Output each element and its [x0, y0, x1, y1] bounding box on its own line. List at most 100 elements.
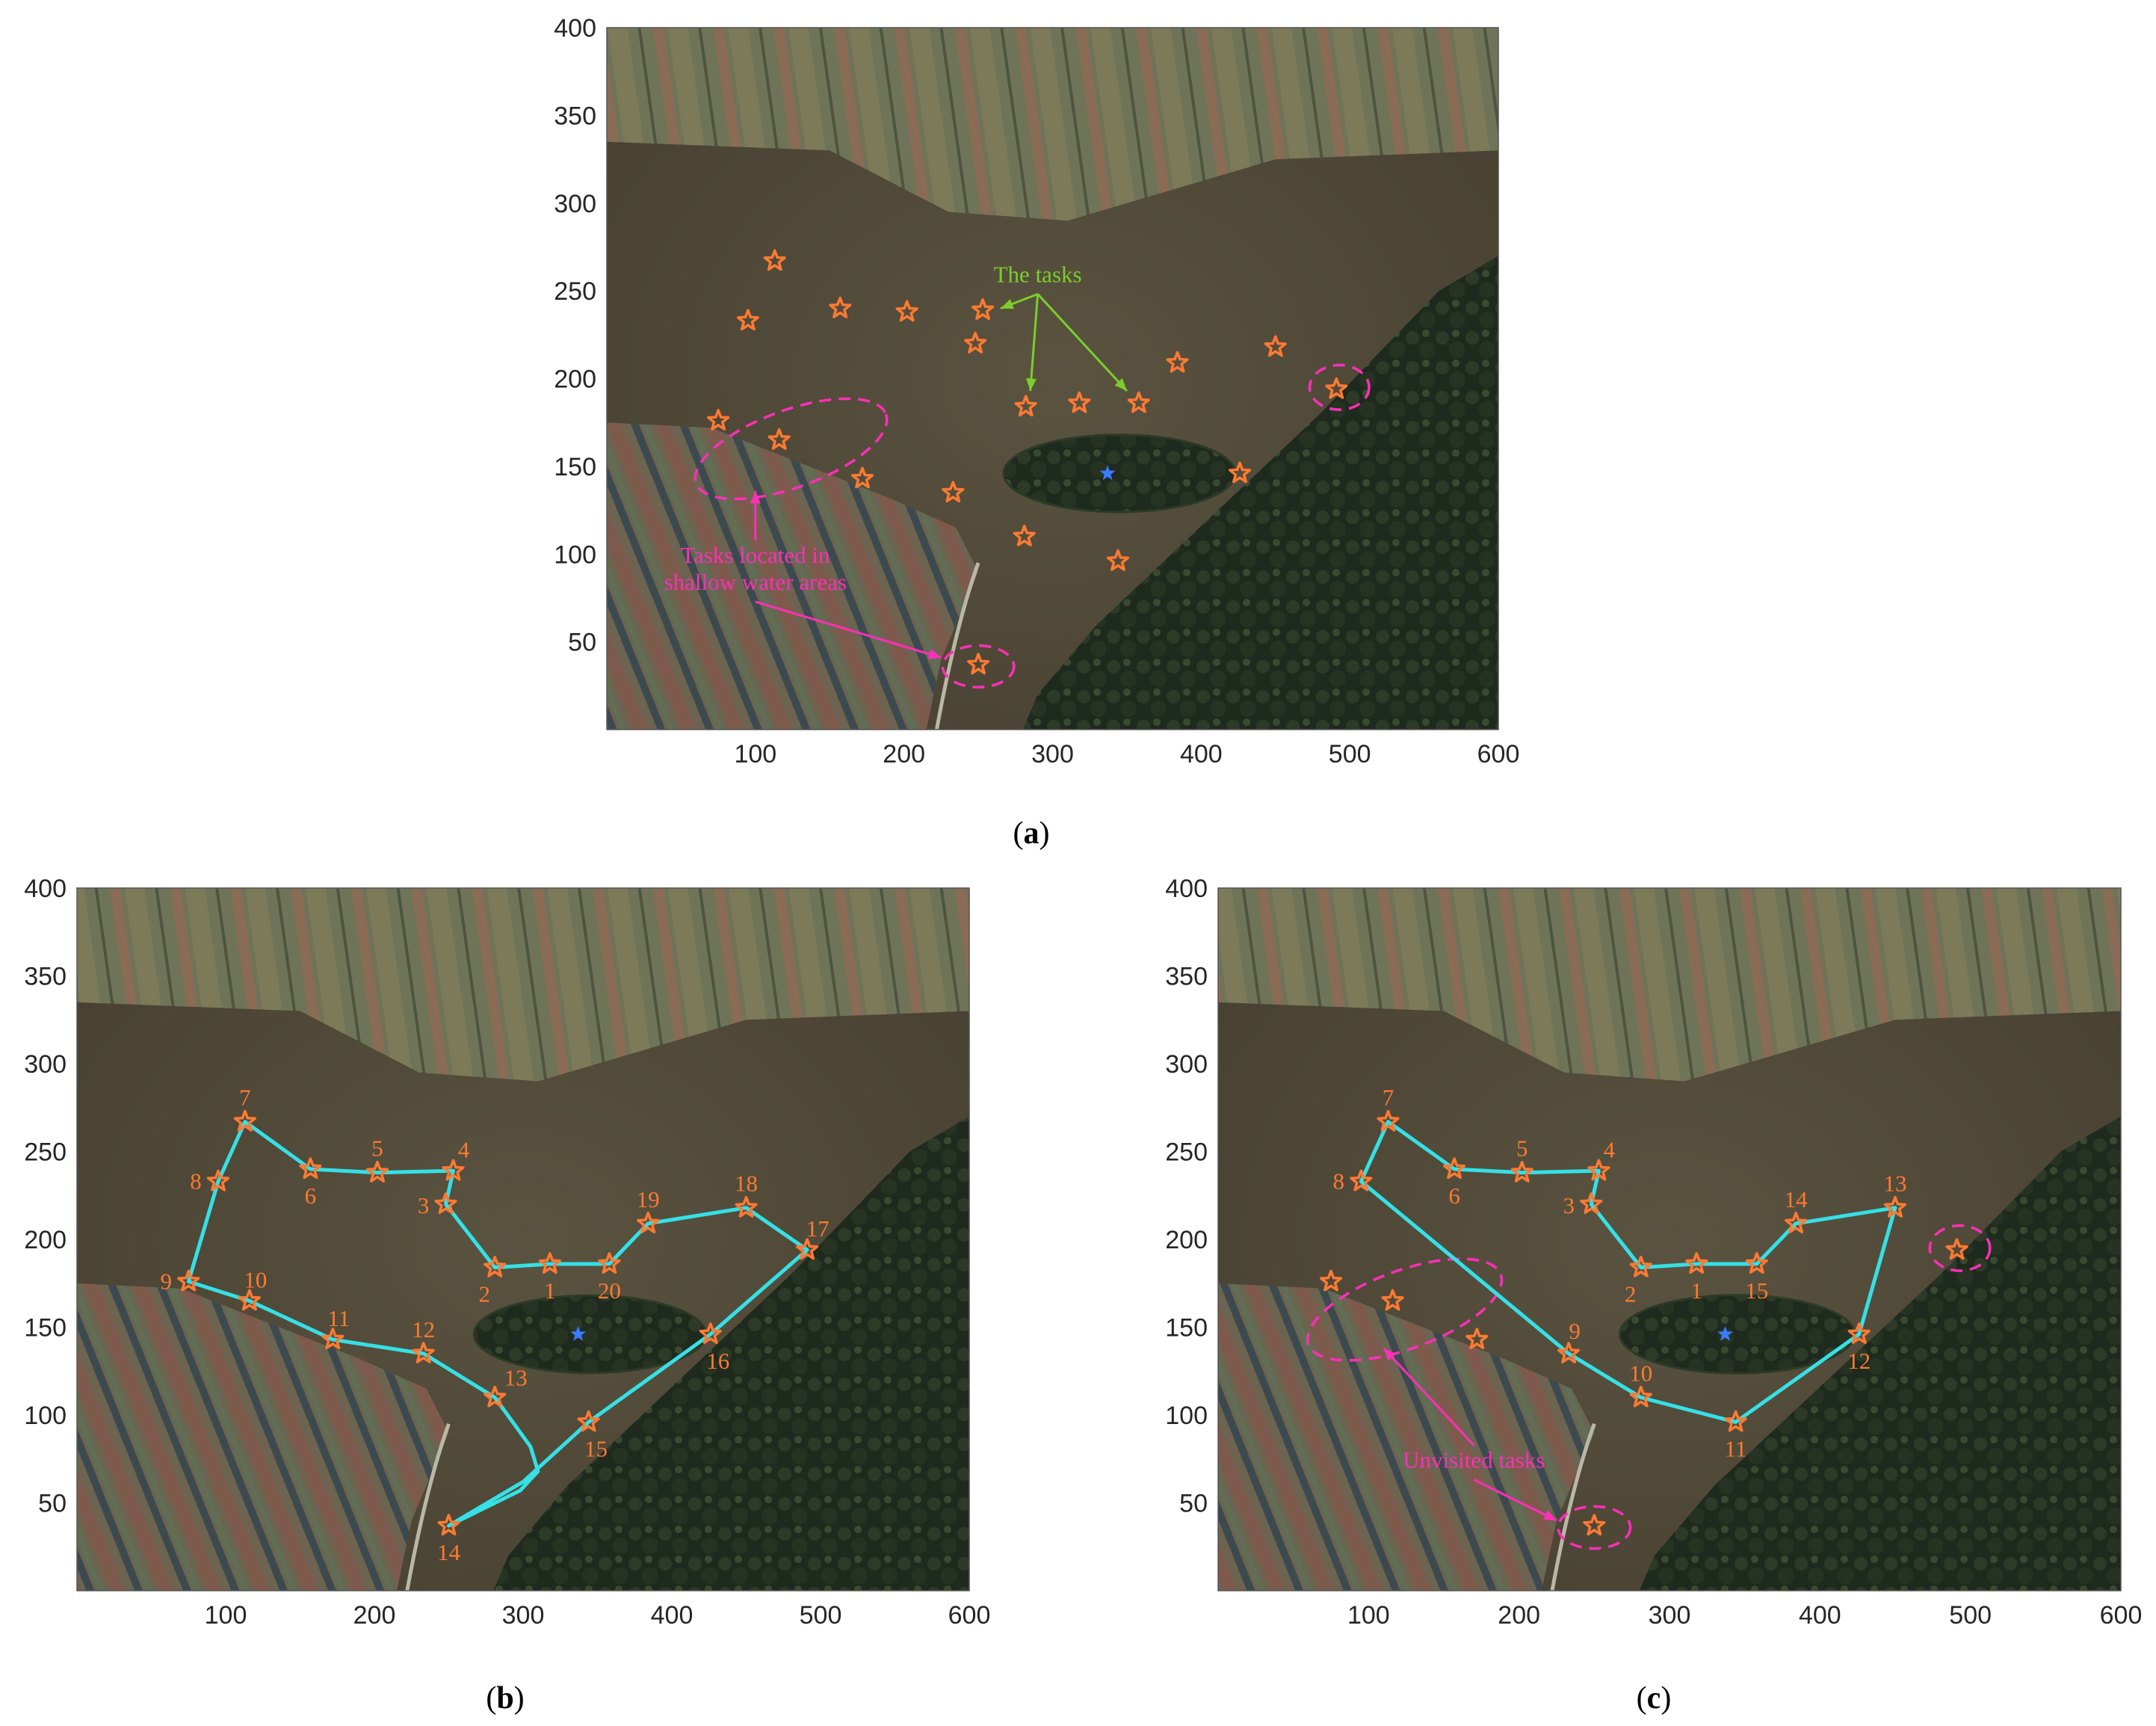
x-tick-label: 300	[1031, 740, 1074, 768]
y-tick-label: 100	[554, 540, 596, 569]
depot-marker	[570, 1325, 587, 1341]
task-marker	[707, 409, 730, 431]
task-marker	[829, 296, 852, 318]
task-marker	[767, 428, 791, 450]
task-marker	[1013, 525, 1036, 546]
node-label: 19	[637, 1186, 660, 1212]
annotation-arrowhead	[1383, 1348, 1396, 1361]
task-marker	[442, 1159, 465, 1181]
task-marker	[177, 1269, 200, 1292]
bank-road	[405, 1423, 451, 1591]
node-label: 4	[458, 1136, 470, 1162]
forest-southeast	[1022, 256, 1498, 730]
highlight-ellipse	[1557, 1505, 1632, 1550]
x-tick-label: 500	[800, 1601, 842, 1630]
node-label: 10	[1629, 1360, 1652, 1387]
task-marker	[434, 1192, 457, 1215]
node-label: 13	[504, 1365, 528, 1391]
node-label: 3	[418, 1192, 430, 1218]
task-marker	[1319, 1269, 1343, 1292]
y-tick-label: 400	[24, 875, 67, 903]
highlight-ellipse	[1308, 363, 1371, 411]
task-marker	[1629, 1255, 1652, 1277]
y-tick-label: 150	[24, 1314, 67, 1343]
x-tick-label: 500	[1329, 740, 1371, 768]
task-marker	[1127, 391, 1150, 413]
x-tick-label: 600	[1477, 740, 1520, 768]
task-marker	[1264, 335, 1287, 357]
node-label: 15	[1745, 1277, 1768, 1304]
task-marker	[1557, 1342, 1581, 1363]
task-marker	[1847, 1322, 1871, 1344]
farmland-north	[77, 888, 969, 1082]
caption-a: (a)	[1013, 816, 1050, 851]
plot-frame	[1217, 887, 2122, 1591]
task-marker	[484, 1255, 507, 1277]
annotation-arrow	[1383, 1347, 1475, 1446]
highlight-ellipse	[1306, 1257, 1504, 1362]
y-tick-label: 350	[1165, 963, 1208, 991]
task-marker	[1785, 1212, 1808, 1233]
node-label: 12	[412, 1316, 435, 1343]
highlight-ellipse	[694, 397, 889, 501]
satellite-background	[1218, 888, 2121, 1591]
node-label: 13	[1884, 1171, 1907, 1197]
plot-frame	[606, 27, 1499, 730]
y-tick-label: 300	[554, 190, 596, 218]
farmland-southwest	[77, 1283, 449, 1591]
annotation-arrow	[1037, 293, 1128, 392]
task-marker	[412, 1342, 435, 1363]
node-label: 2	[478, 1281, 490, 1307]
y-tick-label: 150	[1165, 1314, 1208, 1343]
caption-c: (c)	[1637, 1681, 1672, 1716]
node-label: 10	[244, 1266, 267, 1292]
farmland-southwest	[607, 422, 979, 730]
node-label: 8	[1333, 1168, 1345, 1194]
node-label: 18	[735, 1171, 758, 1197]
node-label: 5	[371, 1135, 383, 1162]
annotation-arrowhead	[1543, 1510, 1557, 1520]
node-label: 14	[437, 1539, 461, 1565]
island	[1002, 434, 1237, 514]
panel-c: 100 200 300 400 500 600 50 100 150 200 250 300 350 40…	[1165, 875, 2142, 1630]
node-label: 17	[806, 1215, 830, 1242]
caption-b: (b)	[486, 1681, 524, 1716]
task-marker	[1945, 1238, 1968, 1260]
y-tick-label: 300	[1165, 1050, 1208, 1079]
task-marker	[598, 1252, 621, 1274]
bank-road	[1550, 1423, 1596, 1591]
x-tick-label: 100	[734, 740, 776, 768]
annotation-arrowhead	[927, 649, 942, 659]
y-tick-label: 100	[24, 1402, 67, 1430]
task-marker	[1745, 1252, 1768, 1274]
task-marker	[971, 298, 995, 321]
task-marker	[796, 1238, 819, 1260]
task-marker	[763, 249, 786, 271]
annotation-arrow	[1029, 294, 1040, 392]
depot-marker	[1099, 465, 1116, 481]
y-tick-label: 200	[554, 366, 596, 394]
task-marker	[735, 1195, 758, 1218]
farmland-north	[607, 28, 1498, 221]
panel-a: 100 200 300 400 500 600 50 100 150 200 250 300 350 40…	[554, 14, 1519, 768]
y-tick-label: 350	[554, 102, 596, 130]
y-tick-label: 200	[24, 1226, 67, 1254]
annotation-arrowhead	[1000, 299, 1014, 309]
task-marker	[699, 1322, 722, 1344]
panel-b: 100 200 300 400 500 600 50 100 150 200 250 300 350 40…	[24, 875, 990, 1630]
node-label: 9	[161, 1268, 173, 1294]
task-marker	[299, 1157, 322, 1180]
task-marker	[942, 481, 965, 503]
bank-road	[934, 562, 980, 730]
task-marker	[637, 1212, 660, 1233]
x-tick-label: 400	[1180, 740, 1223, 768]
y-tick-label: 250	[1165, 1138, 1208, 1167]
task-marker	[895, 300, 918, 322]
x-tick-label: 300	[502, 1601, 545, 1630]
forest-southeast	[1639, 1116, 2121, 1591]
task-marker	[233, 1109, 256, 1132]
farmland-north	[1218, 888, 2121, 1082]
x-tick-label: 400	[651, 1601, 694, 1630]
annotation-arrow	[755, 600, 942, 659]
task-marker	[1583, 1514, 1606, 1536]
